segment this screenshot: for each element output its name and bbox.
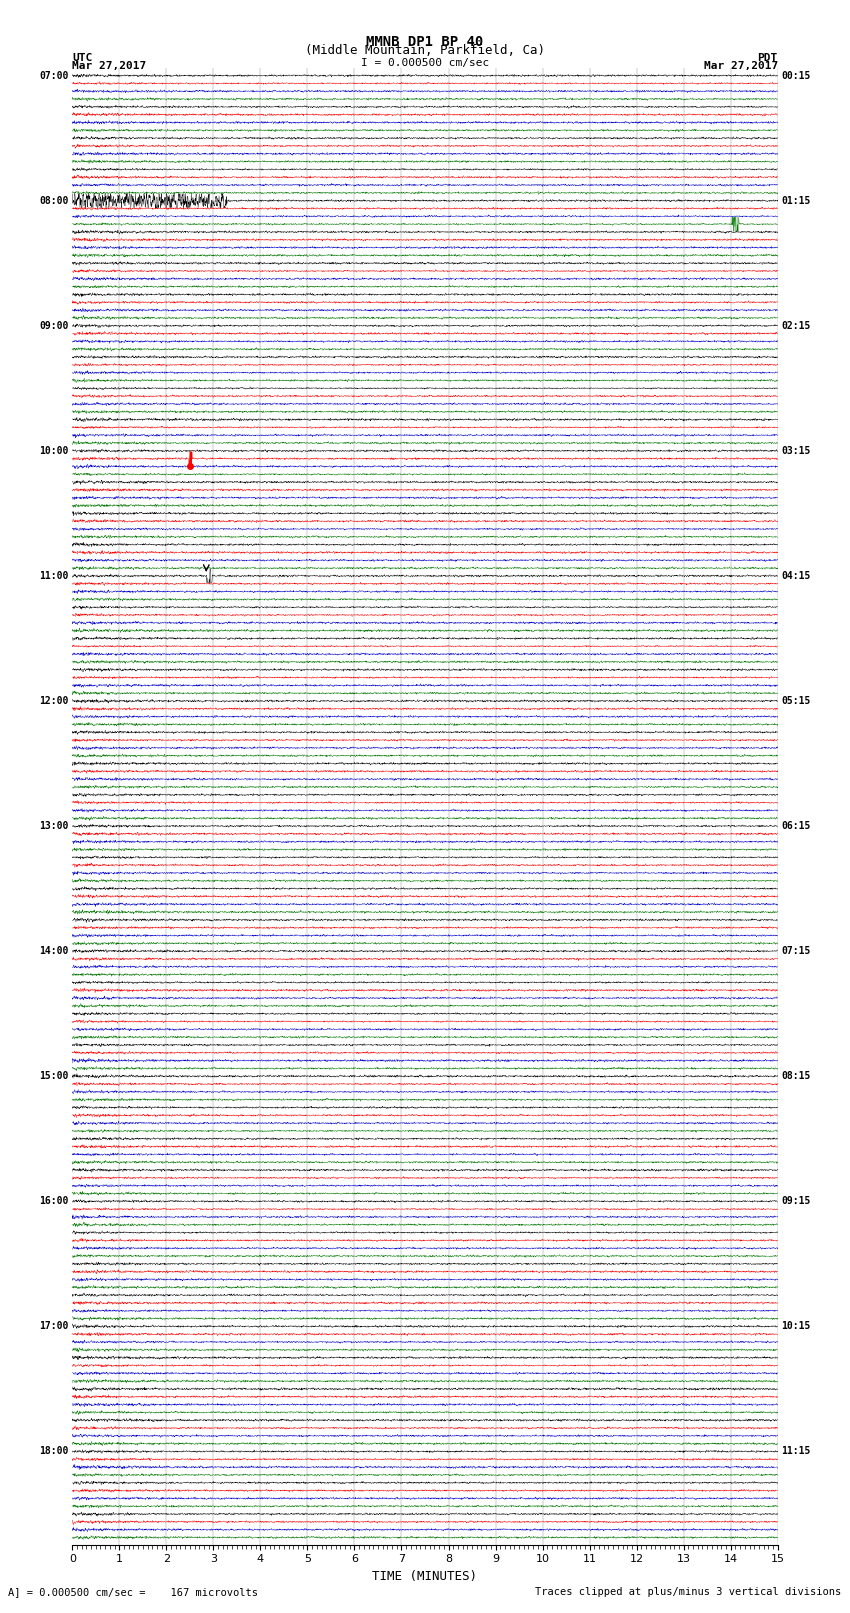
Text: 10:15: 10:15 <box>781 1321 811 1331</box>
Text: (Middle Mountain, Parkfield, Ca): (Middle Mountain, Parkfield, Ca) <box>305 44 545 58</box>
Text: 10:00: 10:00 <box>39 445 69 456</box>
Text: 12:00: 12:00 <box>39 695 69 706</box>
Text: MMNB DP1 BP 40: MMNB DP1 BP 40 <box>366 35 484 48</box>
Text: 13:00: 13:00 <box>39 821 69 831</box>
Text: 00:15: 00:15 <box>781 71 811 81</box>
Text: 03:15: 03:15 <box>781 445 811 456</box>
Text: 16:00: 16:00 <box>39 1197 69 1207</box>
Text: Traces clipped at plus/minus 3 vertical divisions: Traces clipped at plus/minus 3 vertical … <box>536 1587 842 1597</box>
Text: I = 0.000500 cm/sec: I = 0.000500 cm/sec <box>361 58 489 68</box>
Text: 14:00: 14:00 <box>39 947 69 957</box>
Text: UTC: UTC <box>72 53 93 63</box>
Text: 01:15: 01:15 <box>781 195 811 205</box>
Text: 06:15: 06:15 <box>781 821 811 831</box>
Text: 02:15: 02:15 <box>781 321 811 331</box>
Text: 11:15: 11:15 <box>781 1447 811 1457</box>
Text: 11:00: 11:00 <box>39 571 69 581</box>
Text: 15:00: 15:00 <box>39 1071 69 1081</box>
Text: 17:00: 17:00 <box>39 1321 69 1331</box>
Text: 07:00: 07:00 <box>39 71 69 81</box>
Text: 08:15: 08:15 <box>781 1071 811 1081</box>
Text: 07:15: 07:15 <box>781 947 811 957</box>
Text: 09:15: 09:15 <box>781 1197 811 1207</box>
Text: PDT: PDT <box>757 53 778 63</box>
Text: Mar 27,2017: Mar 27,2017 <box>704 61 778 71</box>
Text: 09:00: 09:00 <box>39 321 69 331</box>
Text: Mar 27,2017: Mar 27,2017 <box>72 61 146 71</box>
Text: 04:15: 04:15 <box>781 571 811 581</box>
Text: 18:00: 18:00 <box>39 1447 69 1457</box>
Text: 08:00: 08:00 <box>39 195 69 205</box>
X-axis label: TIME (MINUTES): TIME (MINUTES) <box>372 1569 478 1582</box>
Text: A] = 0.000500 cm/sec =    167 microvolts: A] = 0.000500 cm/sec = 167 microvolts <box>8 1587 258 1597</box>
Text: 05:15: 05:15 <box>781 695 811 706</box>
